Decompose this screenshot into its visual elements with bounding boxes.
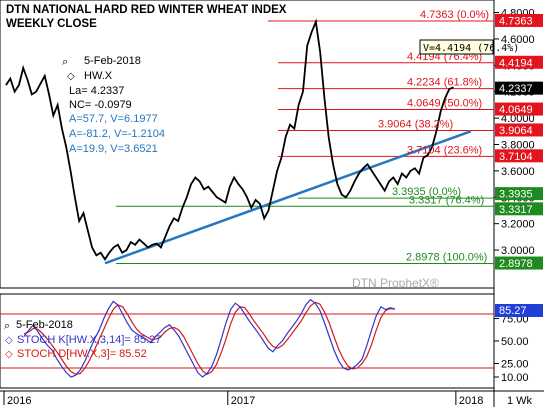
stoch-k-legend: STOCH K[HW.X,3,14]= 85.27 bbox=[17, 334, 161, 346]
stoch-crosshair-icon: ⌕ bbox=[4, 320, 10, 332]
info-symbol: HW.X bbox=[84, 70, 113, 82]
price-tag: 2.8978 bbox=[499, 258, 533, 270]
price-tag-bg bbox=[495, 123, 543, 137]
y-tick-label: 4.0000 bbox=[501, 113, 535, 125]
price-tag: 3.3317 bbox=[499, 204, 533, 216]
info-angle-3: A=19.9, V=3.6521 bbox=[69, 143, 158, 155]
x-axis: 2016 2017 2018 1 Wk bbox=[0, 390, 544, 407]
price-tag: 4.2337 bbox=[499, 83, 533, 95]
info-block: ⌕ 5-Feb-2018 ◇ HW.X La= 4.2337 NC= -0.09… bbox=[62, 55, 165, 155]
price-tag: 3.7104 bbox=[499, 151, 533, 163]
fib-label: 4.0649 (50.0%) bbox=[407, 98, 482, 110]
price-tag-bg bbox=[495, 102, 543, 116]
stoch-value-tag: 85.27 bbox=[499, 305, 527, 317]
cursor-readout: V=4.4194 (76.4%) bbox=[419, 39, 519, 55]
y-tick-label: 3.6000 bbox=[501, 166, 535, 178]
diamond-icon: ◇ bbox=[67, 71, 75, 82]
x-tick-label: 2017 bbox=[231, 395, 255, 407]
info-net-change: NC= -0.0979 bbox=[69, 99, 132, 111]
price-tag-bg bbox=[495, 13, 543, 27]
chart-title: DTN NATIONAL HARD RED WINTER WHEAT INDEX bbox=[6, 4, 287, 16]
stoch-d-marker-icon: ◇ bbox=[5, 349, 13, 360]
stoch-tick-label: 25.00 bbox=[501, 359, 529, 371]
price-tag: 4.0649 bbox=[499, 104, 533, 116]
stoch-d-legend: STOCH D[HW.X,3]= 85.52 bbox=[17, 348, 147, 360]
price-level-tags: 4.7363 4.4194 4.2337 4.0649 3.9064 3.7104 3.39… bbox=[495, 13, 543, 270]
stoch-k-marker-icon: ◇ bbox=[5, 335, 13, 346]
crosshair-icon: ⌕ bbox=[62, 56, 68, 68]
y-tick-label: 3.8000 bbox=[501, 140, 535, 152]
price-tag: 4.7363 bbox=[499, 15, 533, 27]
price-tag-bg bbox=[495, 256, 543, 270]
fib-label: 4.2234 (61.8%) bbox=[407, 77, 482, 89]
price-tag: 3.9064 bbox=[499, 125, 533, 137]
price-tag-bg bbox=[495, 55, 543, 69]
price-tag-bg bbox=[495, 187, 543, 201]
x-tick-label: 2018 bbox=[459, 395, 483, 407]
y-tick-label: 4.6000 bbox=[501, 34, 535, 46]
fib-label: 3.9064 (38.2%) bbox=[378, 118, 453, 130]
fib-levels bbox=[116, 20, 494, 265]
interval-label: 1 Wk bbox=[507, 395, 533, 407]
fib-label: 3.3317 (76.4%) bbox=[409, 194, 484, 206]
price-tag: 4.4194 bbox=[499, 57, 533, 69]
stoch-date: 5-Feb-2018 bbox=[16, 319, 73, 331]
price-series-line bbox=[5, 18, 454, 261]
price-tag: 3.3935 bbox=[499, 189, 533, 201]
info-angle-1: A=57.7, V=6.1977 bbox=[69, 113, 158, 125]
watermark: DTN ProphetX® bbox=[352, 276, 439, 290]
y-tick-label: 3.0000 bbox=[501, 245, 535, 257]
price-tag-bg bbox=[495, 81, 543, 95]
cursor-readout-text: V=4.4194 (76.4%) bbox=[423, 43, 519, 54]
stoch-d-line bbox=[23, 301, 396, 376]
trend-line bbox=[104, 130, 472, 265]
price-tag-bg bbox=[495, 149, 543, 163]
y-tick-label: 3.2000 bbox=[501, 219, 535, 231]
info-last: La= 4.2337 bbox=[69, 85, 124, 97]
info-angle-2: A=-81.2, V=-1.2104 bbox=[69, 128, 165, 140]
fib-label: 3.7104 (23.6%) bbox=[407, 144, 482, 156]
price-tag-bg bbox=[495, 202, 543, 216]
stoch-k-line bbox=[23, 298, 396, 378]
fib-label: 3.3935 (0.0%) bbox=[392, 186, 461, 198]
x-tick-label: 2016 bbox=[7, 395, 31, 407]
fib-level-labels: 4.7363 (0.0%)4.4194 (76.4%)4.2234 (61.8%… bbox=[378, 9, 489, 264]
stoch-tick-label: 10.00 bbox=[501, 372, 529, 384]
stoch-value-tag-bg bbox=[495, 304, 543, 317]
fib-label: 4.7363 (0.0%) bbox=[420, 9, 489, 21]
fib-label: 2.8978 (100.0%) bbox=[406, 252, 487, 264]
stoch-tick-label: 50.00 bbox=[501, 336, 529, 348]
chart-subtitle: WEEKLY CLOSE bbox=[6, 18, 97, 30]
info-date: 5-Feb-2018 bbox=[84, 55, 141, 67]
